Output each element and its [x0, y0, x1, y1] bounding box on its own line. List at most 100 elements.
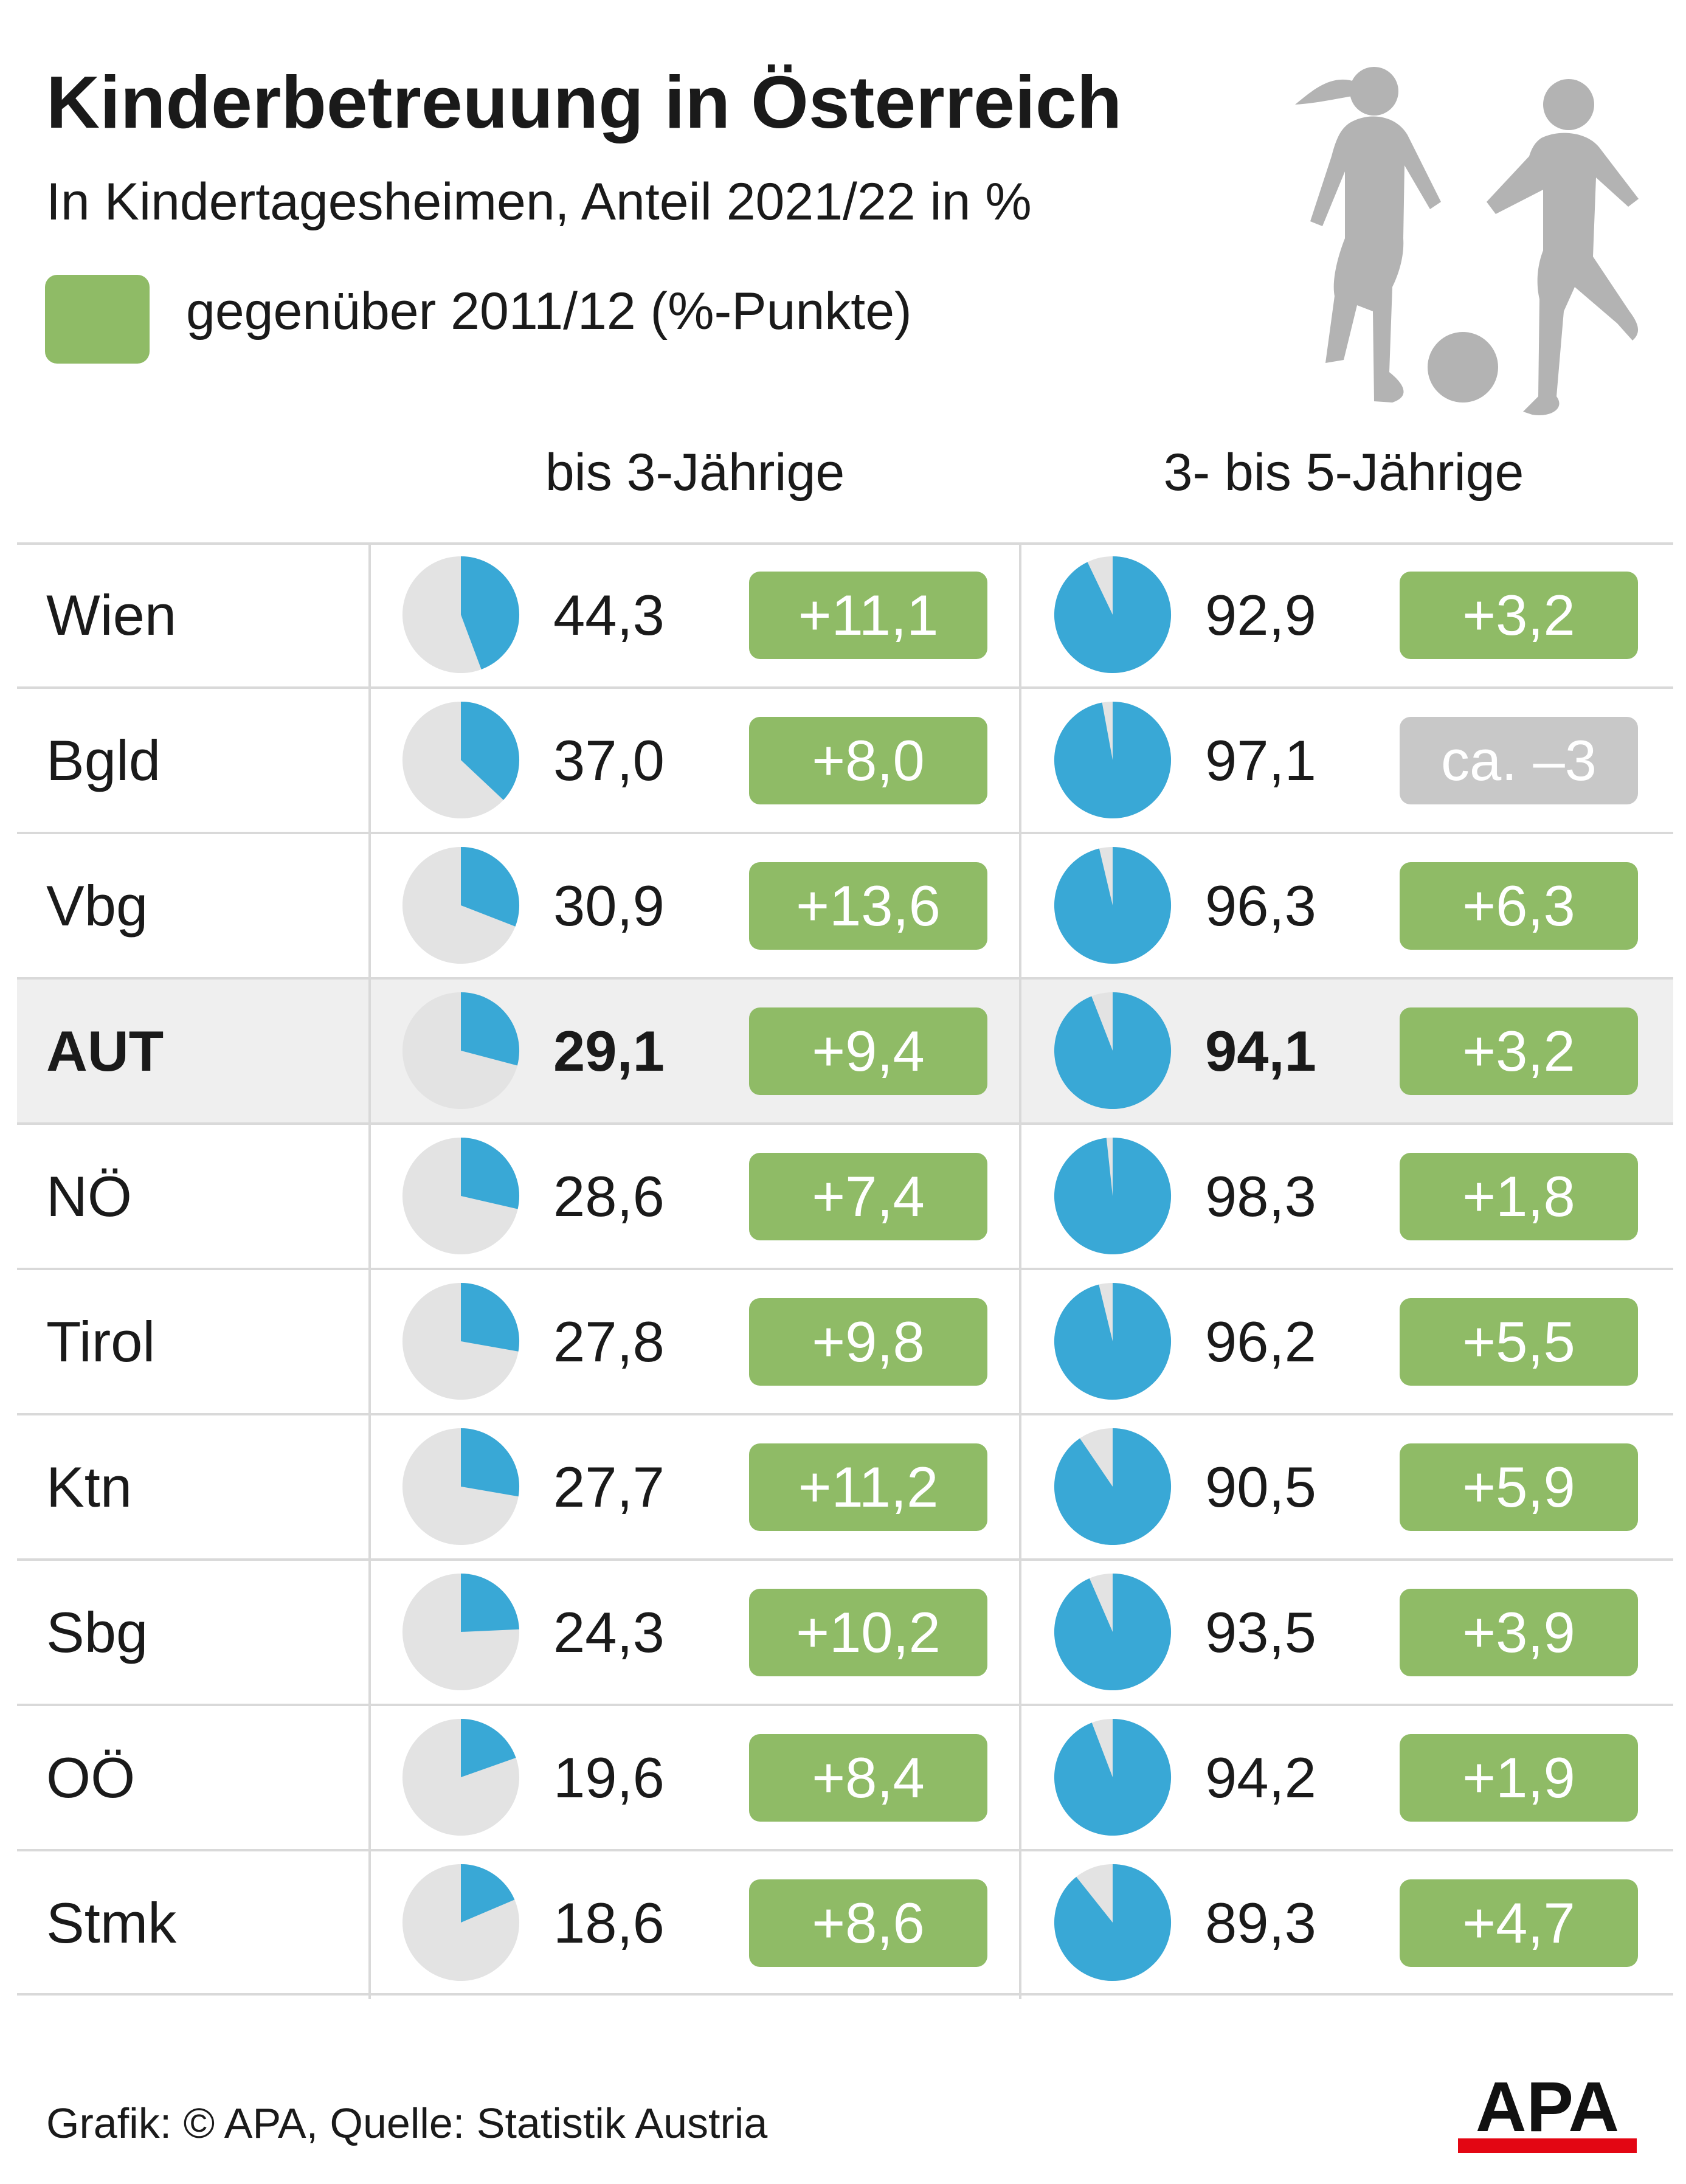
table-row: Sbg 24,3 +10,2 93,5 +3,9: [17, 1560, 1673, 1705]
row-divider: [17, 542, 1673, 545]
table-row: AUT 29,1 +9,4 94,1 +3,2: [17, 978, 1673, 1124]
change-badge-under-3: +13,6: [749, 862, 987, 950]
pie-3-to-5: [1054, 1718, 1172, 1836]
region-label: Wien: [46, 583, 177, 647]
region-label: Bgld: [46, 728, 161, 792]
pie-slice: [461, 1137, 520, 1209]
value-3-to-5: 89,3: [1205, 1891, 1316, 1955]
region-label: Sbg: [46, 1600, 148, 1664]
change-badge-under-3: +8,6: [749, 1879, 987, 1967]
pie-under-3: [402, 1573, 520, 1691]
region-label: OÖ: [46, 1746, 136, 1809]
pie-under-3: [402, 1428, 520, 1546]
pie-slice: [1054, 1282, 1172, 1400]
pie-slice: [1054, 1718, 1172, 1836]
pie-slice: [461, 556, 520, 669]
region-label: Vbg: [46, 874, 148, 938]
pie-under-3: [402, 1137, 520, 1255]
column-divider: [368, 542, 371, 1999]
region-label: Tirol: [46, 1310, 156, 1374]
pie-3-to-5: [1054, 1573, 1172, 1691]
pie-under-3: [402, 556, 520, 674]
change-badge-under-3: +9,8: [749, 1298, 987, 1386]
pie-slice: [1054, 556, 1172, 674]
row-divider: [17, 686, 1673, 689]
children-playing-football-silhouette-icon: [1295, 67, 1639, 415]
pie-slice: [461, 1718, 516, 1777]
row-divider: [17, 1268, 1673, 1270]
apa-logo-text: APA: [1476, 2075, 1619, 2146]
value-3-to-5: 98,3: [1205, 1164, 1316, 1228]
change-badge-under-3: +8,0: [749, 717, 987, 804]
row-divider: [17, 1993, 1673, 1996]
pie-3-to-5: [1054, 846, 1172, 964]
value-3-to-5: 96,2: [1205, 1310, 1316, 1374]
table-row: Wien 44,3 +11,1 92,9 +3,2: [17, 542, 1673, 688]
pie-under-3: [402, 846, 520, 964]
pie-3-to-5: [1054, 556, 1172, 674]
change-badge-under-3: +9,4: [749, 1007, 987, 1095]
pie-slice: [461, 1428, 520, 1497]
value-3-to-5: 90,5: [1205, 1455, 1316, 1519]
pie-under-3: [402, 1718, 520, 1836]
value-under-3: 44,3: [553, 583, 665, 647]
value-under-3: 37,0: [553, 728, 665, 792]
apa-logo-icon: APA: [1458, 2075, 1637, 2153]
value-under-3: 30,9: [553, 874, 665, 938]
row-divider: [17, 1558, 1673, 1561]
change-badge-3-to-5: +1,8: [1400, 1153, 1638, 1240]
region-label: Ktn: [46, 1455, 133, 1519]
change-badge-3-to-5: +3,2: [1400, 572, 1638, 659]
value-under-3: 27,8: [553, 1310, 665, 1374]
pie-3-to-5: [1054, 1137, 1172, 1255]
pie-slice: [1054, 1864, 1172, 1982]
value-3-to-5: 93,5: [1205, 1600, 1316, 1664]
pie-slice: [461, 992, 520, 1066]
value-3-to-5: 96,3: [1205, 874, 1316, 938]
data-table: Wien 44,3 +11,1 92,9 +3,2 Bgld 37,0 +8,0 97,1 ca.…: [17, 542, 1673, 1999]
row-divider: [17, 1122, 1673, 1125]
column-divider: [1019, 542, 1021, 1999]
pie-under-3: [402, 992, 520, 1110]
source-credit: Grafik: © APA, Quelle: Statistik Austria: [46, 2099, 768, 2147]
pie-slice: [1054, 1137, 1172, 1255]
change-badge-3-to-5: +1,9: [1400, 1734, 1638, 1822]
table-row: Vbg 30,9 +13,6 96,3 +6,3: [17, 833, 1673, 978]
value-under-3: 24,3: [553, 1600, 665, 1664]
change-badge-under-3: +7,4: [749, 1153, 987, 1240]
pie-3-to-5: [1054, 1864, 1172, 1982]
change-badge-under-3: +8,4: [749, 1734, 987, 1822]
chart-title: Kinderbetreuung in Österreich: [46, 61, 1122, 143]
pie-under-3: [402, 1282, 520, 1400]
value-under-3: 29,1: [553, 1019, 665, 1083]
column-header-under-3: bis 3-Jährige: [545, 443, 845, 502]
value-under-3: 28,6: [553, 1164, 665, 1228]
pie-3-to-5: [1054, 1282, 1172, 1400]
table-row: NÖ 28,6 +7,4 98,3 +1,8: [17, 1124, 1673, 1269]
value-3-to-5: 94,2: [1205, 1746, 1316, 1809]
change-badge-under-3: +11,2: [749, 1443, 987, 1531]
change-badge-3-to-5: +5,5: [1400, 1298, 1638, 1386]
pie-3-to-5: [1054, 701, 1172, 819]
change-badge-3-to-5: +5,9: [1400, 1443, 1638, 1531]
value-under-3: 27,7: [553, 1455, 665, 1519]
pie-under-3: [402, 1864, 520, 1982]
legend-label: gegenüber 2011/12 (%-Punkte): [186, 282, 912, 340]
pie-3-to-5: [1054, 1428, 1172, 1546]
change-badge-3-to-5: +4,7: [1400, 1879, 1638, 1967]
value-under-3: 18,6: [553, 1891, 665, 1955]
pie-slice: [461, 1573, 519, 1632]
table-row: Bgld 37,0 +8,0 97,1 ca. –3: [17, 688, 1673, 833]
region-label: AUT: [46, 1019, 164, 1083]
table-row: Stmk 18,6 +8,6 89,3 +4,7: [17, 1850, 1673, 1996]
pie-slice: [1054, 846, 1172, 964]
chart-subtitle: In Kindertagesheimen, Anteil 2021/22 in …: [46, 173, 1032, 231]
value-under-3: 19,6: [553, 1746, 665, 1809]
pie-slice: [1054, 992, 1172, 1110]
change-badge-3-to-5: +3,9: [1400, 1589, 1638, 1676]
table-row: Ktn 27,7 +11,2 90,5 +5,9: [17, 1414, 1673, 1560]
row-divider: [17, 832, 1673, 834]
value-3-to-5: 97,1: [1205, 728, 1316, 792]
pie-slice: [1054, 1428, 1172, 1546]
legend-swatch: [45, 275, 150, 364]
